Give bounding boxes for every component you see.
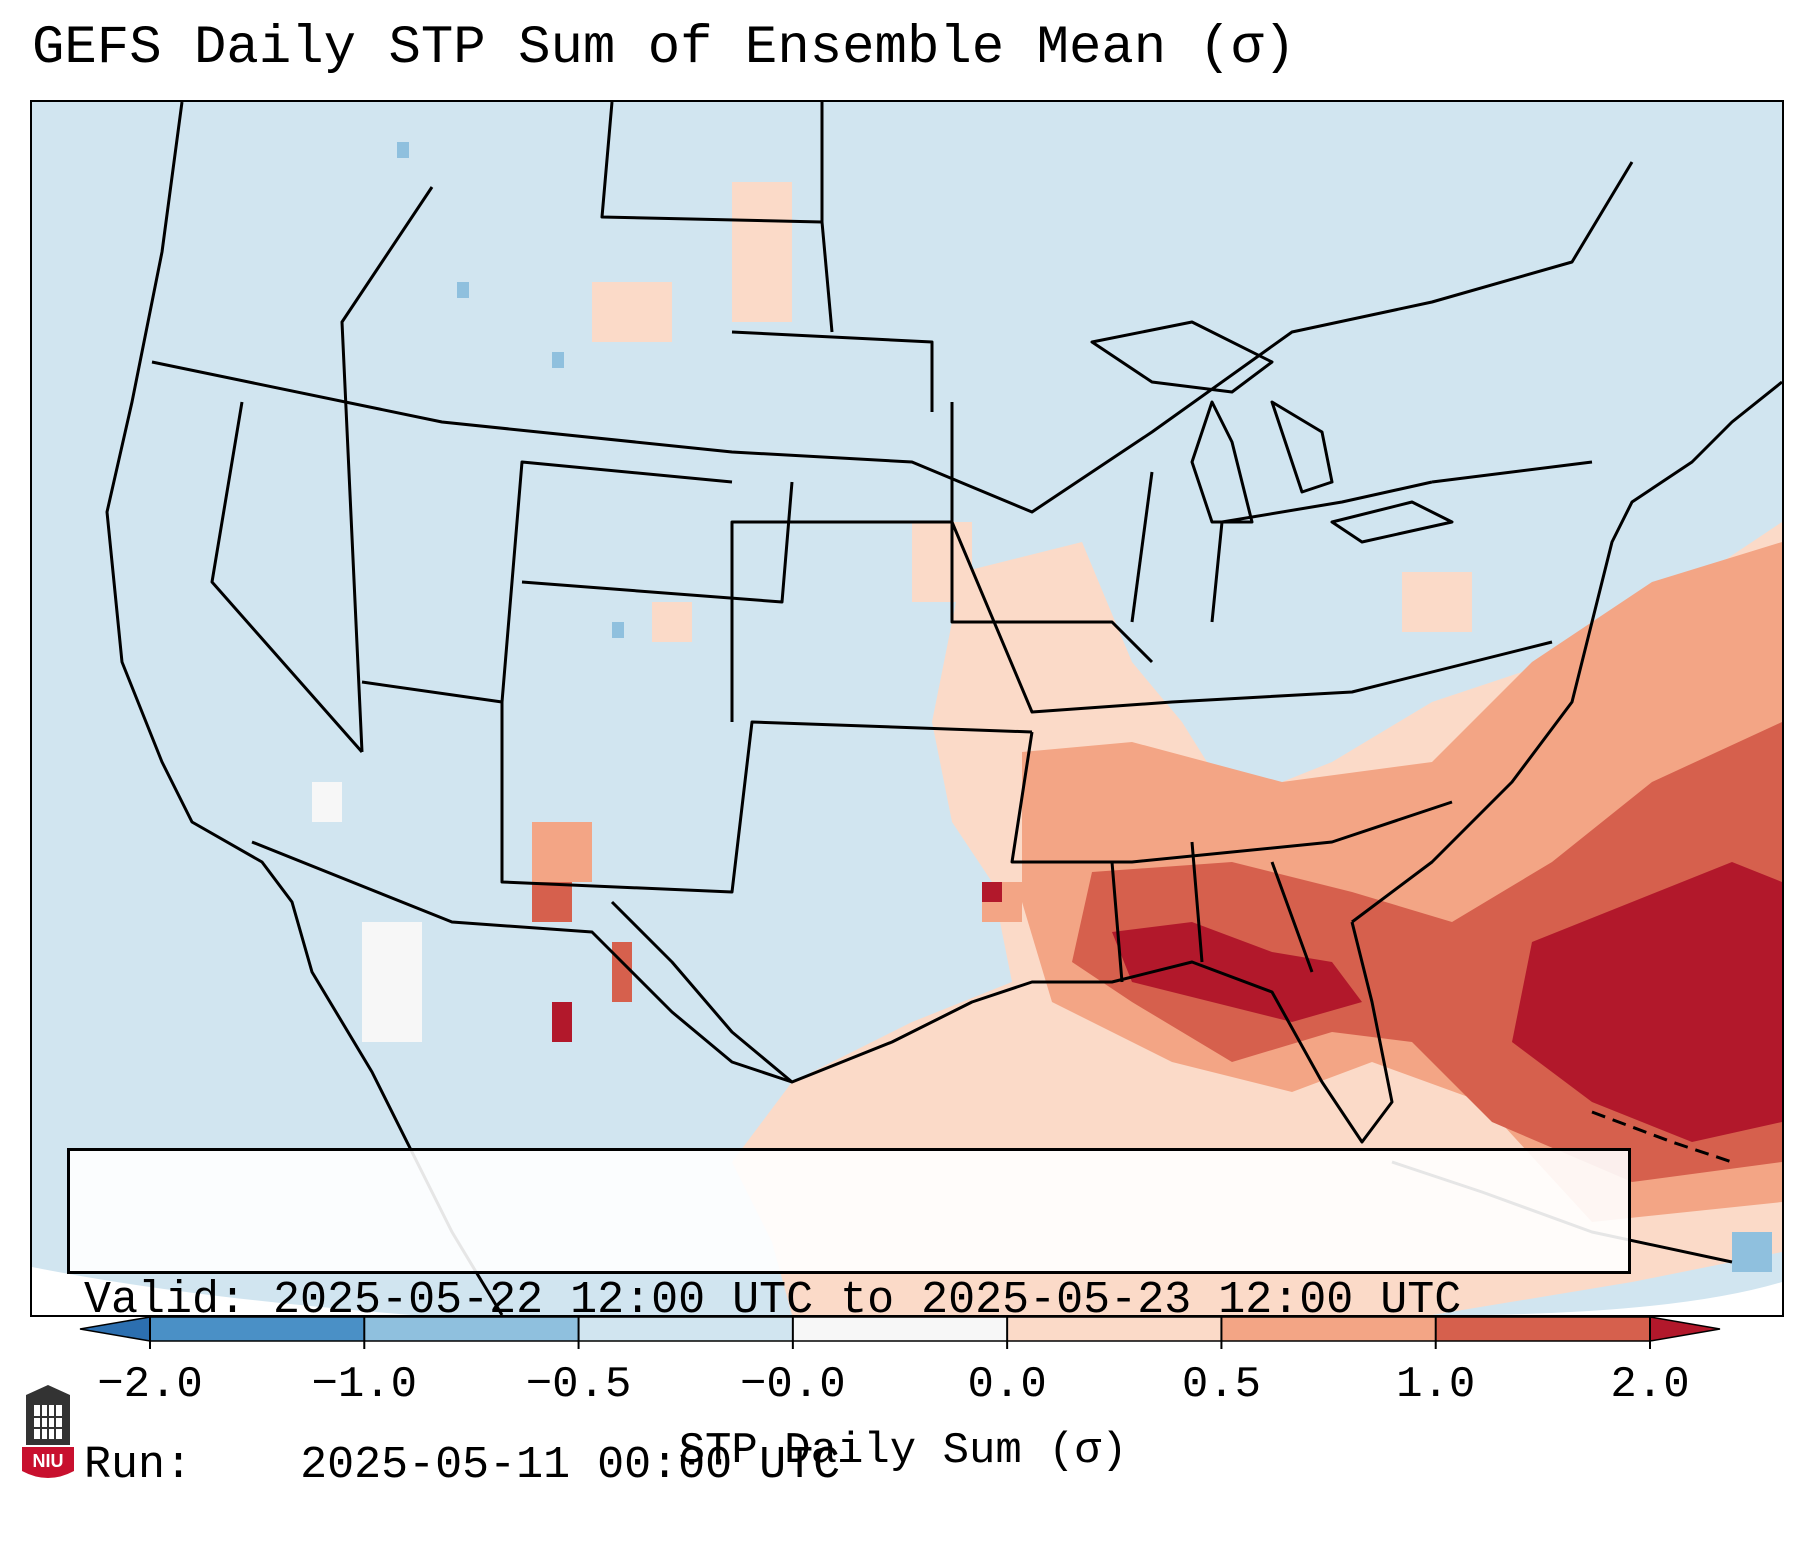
colorbar-extend-low [79,1316,151,1342]
colorbar-tick-label: 0.0 [967,1360,1047,1410]
stp-map [32,102,1782,1315]
boundaries [105,102,1782,1315]
colorbar-tick-label: 0.5 [1181,1360,1262,1410]
colorbar-tick-label: 1.0 [1396,1360,1476,1410]
colorbar [70,1316,1737,1349]
colorbar-tick-label: −1.0 [311,1360,418,1410]
colorbar-segment [364,1317,579,1341]
colorbar-segment [792,1317,1008,1341]
anomaly-negative-specks [312,142,1772,1272]
colorbar-label: STP Daily Sum (σ) [678,1426,1128,1476]
colorbar-segment [578,1317,793,1341]
logo-text: NIU [33,1451,64,1471]
niu-logo: NIU [20,1385,76,1485]
run-value: 2025-05-11 00:00 UTC [300,1440,841,1491]
colorbar-segment [1007,1317,1222,1341]
colorbar-tick-label: 2.0 [1610,1360,1690,1410]
niu-shield-icon: NIU [22,1385,74,1478]
run-line: Run: 2025-05-11 00:00 UTC [84,1438,1628,1493]
map-panel [30,100,1784,1317]
run-label: Run: [84,1440,193,1491]
colorbar-segment [1221,1317,1436,1341]
colorbar-extend-high [1649,1316,1721,1342]
anomaly-max-positive [552,862,1782,1142]
colorbar-tick-label: −2.0 [97,1360,203,1410]
chart-title: GEFS Daily STP Sum of Ensemble Mean (σ) [32,18,1296,79]
colorbar-tick-label: −0.5 [525,1360,632,1410]
colorbar-svg [79,1316,1721,1349]
validity-info-box: Valid: 2025-05-22 12:00 UTC to 2025-05-2… [67,1148,1631,1491]
colorbar-tick-label: −0.0 [740,1360,846,1410]
colorbar-segment [150,1317,365,1341]
colorbar-segment [1435,1317,1650,1341]
